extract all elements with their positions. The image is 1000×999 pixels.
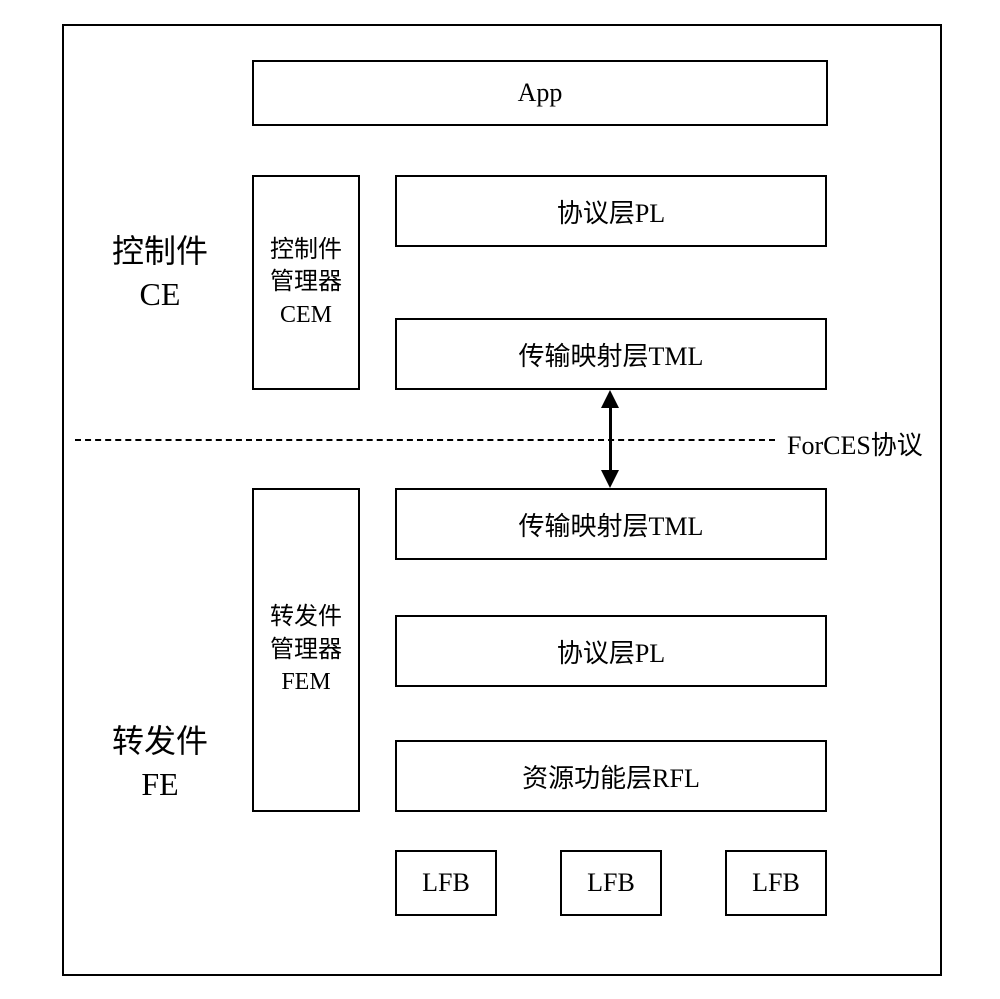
fem-l1: 转发件: [270, 604, 342, 630]
fe-label-l1: 转发件: [112, 723, 208, 759]
ce-tml-text: 传输映射层TML: [519, 336, 704, 373]
fem-l3: FEM: [281, 669, 330, 695]
ce-pl-text: 协议层PL: [557, 193, 665, 230]
ce-tml-box: 传输映射层TML: [395, 318, 827, 390]
lfb3-text: LFB: [752, 868, 800, 898]
fem-l2: 管理器: [270, 637, 342, 663]
fe-label-l2: FE: [141, 766, 178, 802]
lfb2-text: LFB: [587, 868, 635, 898]
app-box: App: [252, 60, 828, 126]
cem-box: 控制件 管理器 CEM: [252, 175, 360, 390]
protocol-text: ForCES协议: [787, 431, 923, 460]
app-text: App: [518, 78, 563, 108]
cem-l2: 管理器: [270, 269, 342, 295]
bidirectional-arrow-icon: [601, 390, 619, 488]
divider-line: [75, 439, 775, 441]
fe-tml-box: 传输映射层TML: [395, 488, 827, 560]
fe-pl-text: 协议层PL: [557, 633, 665, 670]
fe-tml-text: 传输映射层TML: [519, 506, 704, 543]
lfb1-text: LFB: [422, 868, 470, 898]
cem-l1: 控制件: [270, 237, 342, 263]
lfb-box-3: LFB: [725, 850, 827, 916]
fe-rfl-text: 资源功能层RFL: [522, 758, 700, 795]
ce-label-l2: CE: [140, 276, 181, 312]
fe-section-label: 转发件 FE: [100, 720, 220, 806]
fe-pl-box: 协议层PL: [395, 615, 827, 687]
ce-label-l1: 控制件: [112, 233, 208, 269]
lfb-box-1: LFB: [395, 850, 497, 916]
fe-rfl-box: 资源功能层RFL: [395, 740, 827, 812]
ce-section-label: 控制件 CE: [100, 230, 220, 316]
forces-protocol-label: ForCES协议: [787, 425, 923, 462]
ce-pl-box: 协议层PL: [395, 175, 827, 247]
cem-l3: CEM: [280, 302, 332, 328]
fem-box: 转发件 管理器 FEM: [252, 488, 360, 812]
lfb-box-2: LFB: [560, 850, 662, 916]
